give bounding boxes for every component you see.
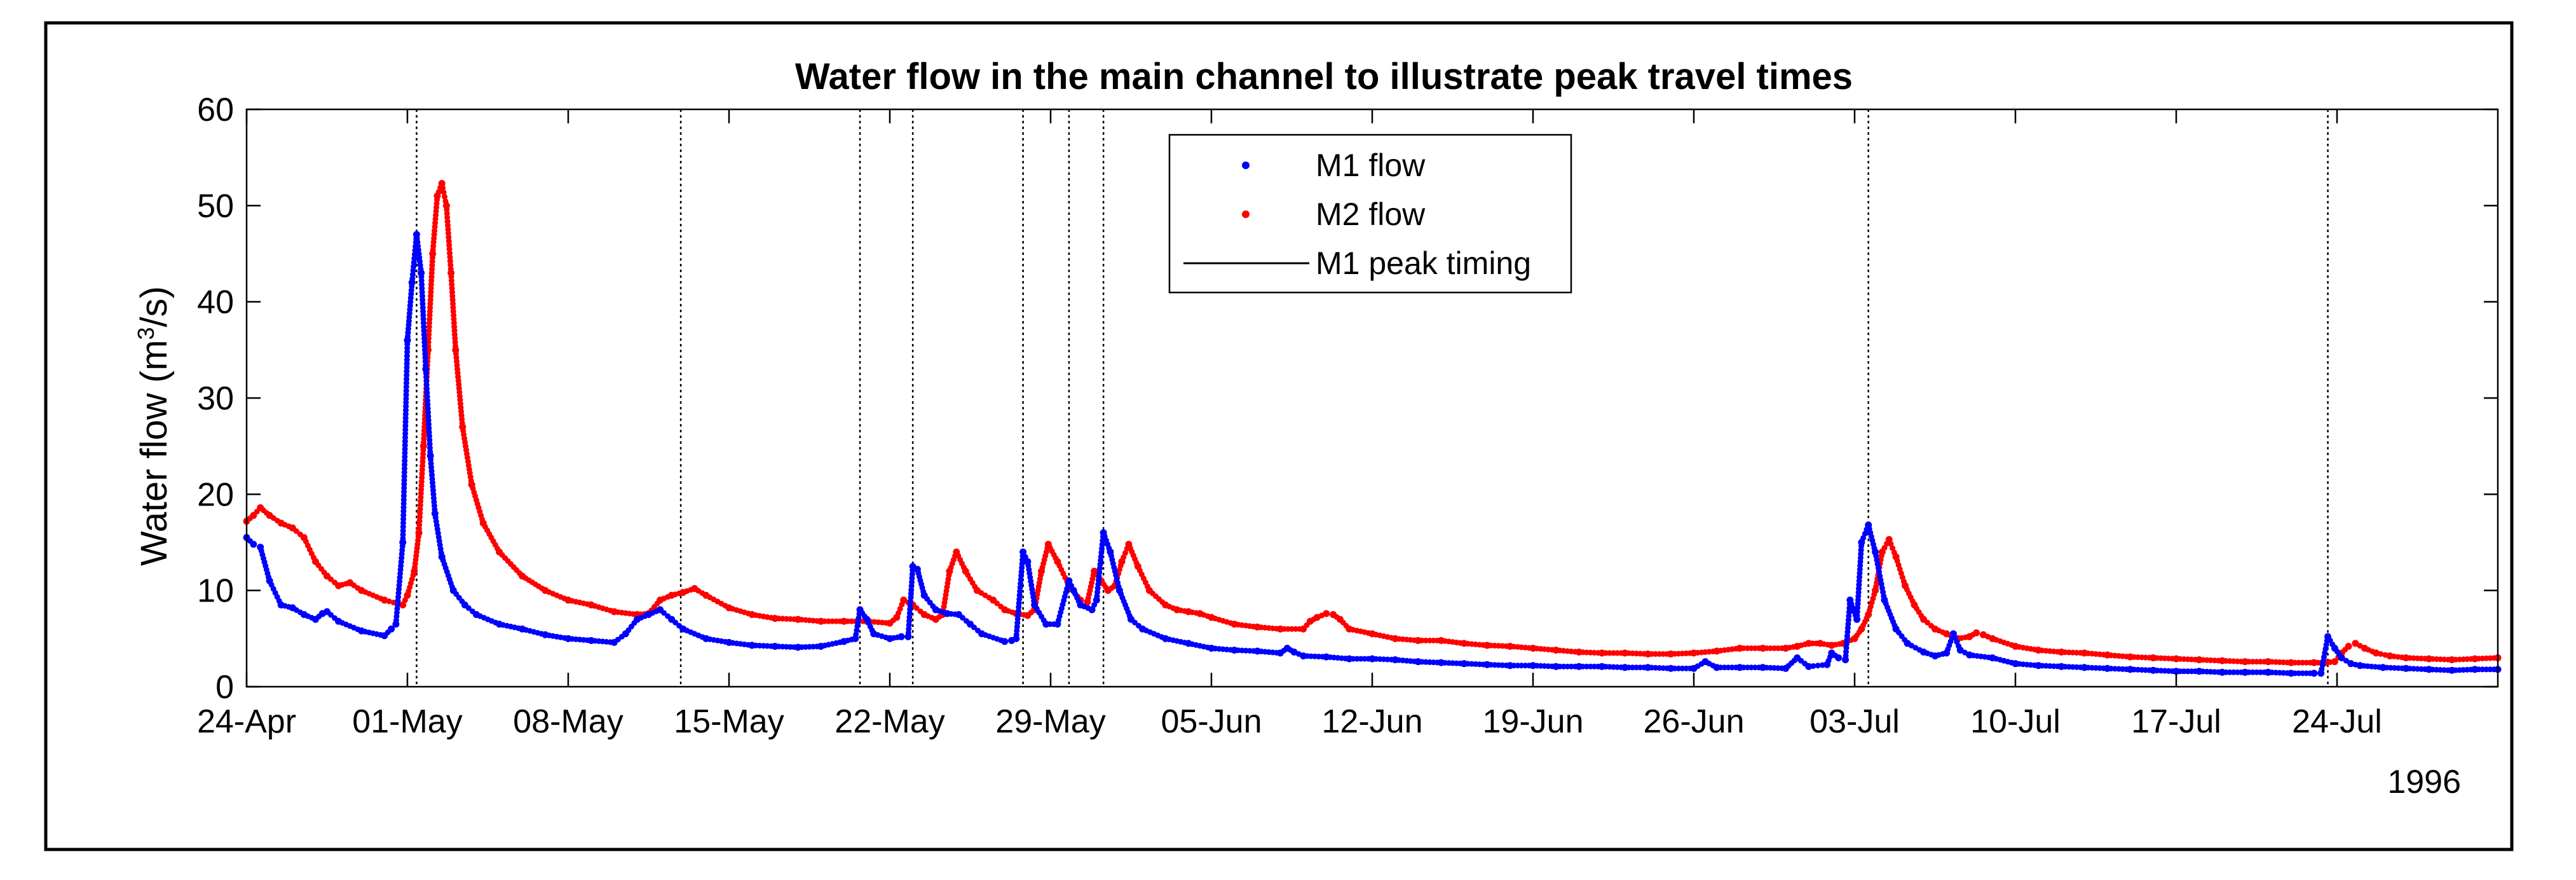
data-point-interp bbox=[896, 610, 902, 616]
data-point bbox=[399, 601, 407, 608]
data-point-interp bbox=[994, 600, 1000, 607]
y-tick-label: 40 bbox=[197, 284, 234, 321]
y-tick-label: 10 bbox=[197, 573, 234, 610]
x-tick-label: 29-May bbox=[995, 703, 1105, 740]
data-point-interp bbox=[442, 193, 448, 200]
x-tick-label: 24-Apr bbox=[197, 703, 296, 740]
x-tick-label: 22-May bbox=[835, 703, 944, 740]
data-point-interp bbox=[440, 189, 447, 195]
data-point bbox=[2331, 658, 2338, 666]
y-tick-label: 60 bbox=[197, 92, 234, 128]
data-point-interp bbox=[971, 624, 978, 631]
data-point-interp bbox=[1860, 535, 1867, 541]
x-tick-label: 26-Jun bbox=[1644, 703, 1745, 740]
data-point bbox=[1001, 638, 1009, 645]
y-tick-label: 50 bbox=[197, 188, 234, 224]
data-point-interp bbox=[661, 610, 667, 616]
legend-m2-label: M2 flow bbox=[1316, 196, 1426, 232]
data-point-interp bbox=[440, 184, 446, 191]
y-axis-label-superscript: 3 bbox=[133, 327, 159, 340]
year-label: 1996 bbox=[2387, 764, 2461, 801]
data-point bbox=[2310, 670, 2318, 677]
y-axis-label: Water flow (m3/s) bbox=[133, 286, 175, 566]
x-tick-label: 12-Jun bbox=[1322, 703, 1423, 740]
data-point bbox=[388, 625, 395, 633]
x-tick-label: 03-Jul bbox=[1809, 703, 1900, 740]
x-tick-label: 19-Jun bbox=[1483, 703, 1584, 740]
y-axis-label-main: Water flow (m bbox=[133, 340, 175, 566]
data-point-interp bbox=[2378, 651, 2384, 657]
data-point bbox=[1088, 606, 1096, 614]
data-point-interp bbox=[1890, 545, 1896, 551]
data-point bbox=[2352, 640, 2359, 647]
data-point-interp bbox=[672, 619, 679, 626]
x-tick-label: 08-May bbox=[513, 703, 623, 740]
figure-frame bbox=[44, 21, 2514, 851]
data-point bbox=[1805, 663, 1813, 670]
data-point bbox=[2347, 660, 2355, 668]
x-tick-label: 17-Jul bbox=[2131, 703, 2221, 740]
x-tick-label: 05-Jun bbox=[1161, 703, 1262, 740]
data-point bbox=[2338, 654, 2345, 662]
data-point bbox=[1323, 610, 1330, 617]
data-point-interp bbox=[1122, 550, 1128, 556]
data-point-interp bbox=[328, 612, 334, 618]
y-tick-label: 30 bbox=[197, 380, 234, 417]
legend-m2-marker bbox=[1242, 210, 1250, 218]
legend-peak-label: M1 peak timing bbox=[1316, 245, 1531, 281]
data-point-interp bbox=[1888, 540, 1894, 547]
x-tick-label: 15-May bbox=[674, 703, 784, 740]
data-point-interp bbox=[1810, 663, 1816, 669]
data-point bbox=[2345, 642, 2352, 650]
legend-m1-label: M1 flow bbox=[1316, 148, 1426, 183]
x-tick-label: 01-May bbox=[352, 703, 462, 740]
data-point bbox=[250, 540, 257, 548]
data-point-interp bbox=[328, 576, 334, 582]
data-point bbox=[1019, 548, 1027, 556]
data-point-interp bbox=[1132, 619, 1138, 626]
data-point-interp bbox=[1924, 619, 1930, 626]
plot-area bbox=[243, 109, 2502, 687]
data-point bbox=[2372, 649, 2380, 657]
legend-m1-marker bbox=[1242, 162, 1250, 169]
data-point-interp bbox=[1815, 663, 1821, 669]
chart-title: Water flow in the main channel to illust… bbox=[795, 56, 1853, 97]
y-axis-ticks: 0 10 20 30 40 50 60 bbox=[197, 92, 2498, 706]
data-point-interp bbox=[959, 615, 965, 621]
data-point-interp bbox=[1121, 554, 1127, 560]
y-axis-label-units: /s) bbox=[133, 286, 175, 327]
data-point-interp bbox=[1881, 545, 1888, 551]
x-tick-label: 24-Jul bbox=[2292, 703, 2382, 740]
data-point bbox=[1065, 577, 1073, 585]
y-tick-label: 20 bbox=[197, 476, 234, 513]
data-point-interp bbox=[913, 605, 920, 611]
x-tick-label: 10-Jul bbox=[1970, 703, 2061, 740]
m1-flow-series bbox=[243, 231, 2502, 677]
legend: M1 flow M2 flow M1 peak timing bbox=[1168, 134, 1572, 294]
data-point-interp bbox=[465, 605, 472, 611]
x-axis-ticks: 24-Apr 01-May 08-May 15-May 22-May 29-May 05-J… bbox=[197, 109, 2382, 740]
data-point bbox=[1973, 629, 1980, 636]
data-point-interp bbox=[293, 528, 299, 534]
data-point bbox=[1956, 646, 1964, 654]
data-point bbox=[900, 596, 908, 604]
data-point-interp bbox=[1862, 530, 1868, 537]
data-point-interp bbox=[386, 598, 392, 605]
legend-box bbox=[1168, 134, 1572, 294]
data-point bbox=[897, 633, 905, 640]
data-point bbox=[1835, 654, 1843, 662]
y-tick-label: 0 bbox=[215, 669, 234, 706]
data-point-interp bbox=[897, 605, 903, 612]
data-point bbox=[381, 596, 388, 604]
